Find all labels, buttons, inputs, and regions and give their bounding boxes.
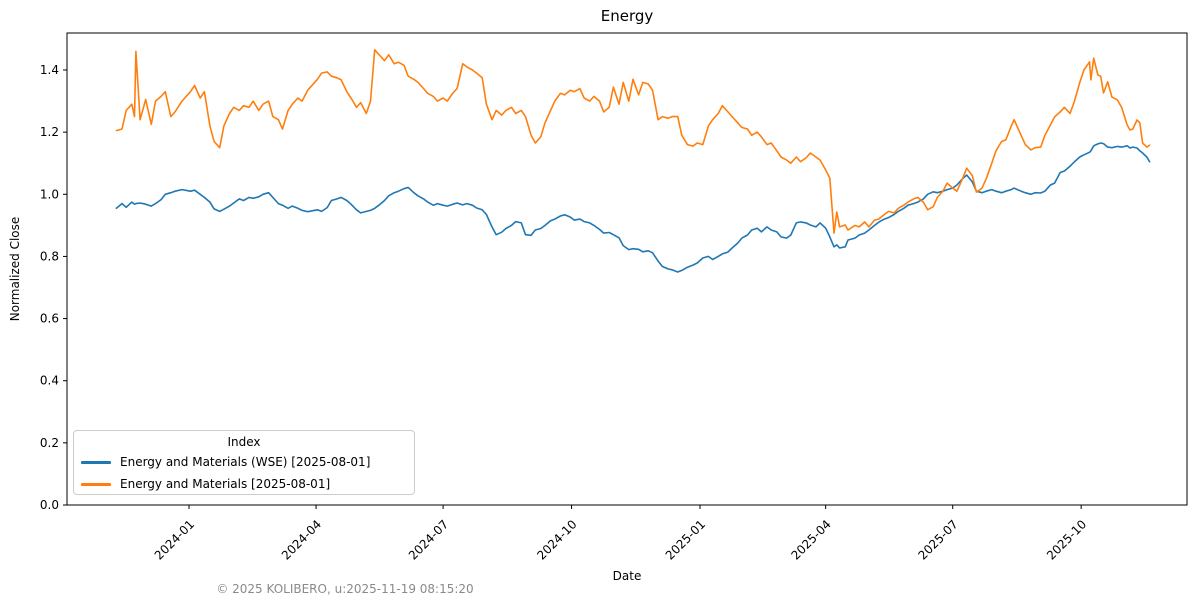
series-line [115,49,1151,234]
x-tick-label: 2024-01 [152,517,197,562]
y-tick-label: 0.8 [40,249,59,263]
x-tick-label: 2024-04 [279,517,324,562]
x-tick-label: 2025-01 [663,517,708,562]
legend-label-global: Energy and Materials [2025-08-01] [120,477,331,491]
legend-line-sample-orange [81,482,111,486]
series-line [115,142,1151,273]
x-tick-label: 2025-07 [915,517,960,562]
x-tick-label: 2025-10 [1044,517,1089,562]
y-tick-label: 0.0 [40,498,59,512]
legend-label-wse: Energy and Materials (WSE) [2025-08-01] [120,455,371,469]
y-axis-label: Normalized Close [8,216,22,322]
y-tick-label: 0.6 [40,312,59,326]
legend-item-global: Energy and Materials [2025-08-01] [74,473,414,495]
y-tick-label: 1.0 [40,187,59,201]
x-tick-label: 2025-04 [788,517,833,562]
y-tick-label: 1.2 [40,125,59,139]
y-tick-label: 0.2 [40,436,59,450]
plot-border [66,32,1188,506]
legend-item-wse: Energy and Materials (WSE) [2025-08-01] [74,451,414,473]
page-title: Energy [600,7,654,25]
legend-title: Index [227,435,261,449]
legend: Index Energy and Materials (WSE) [2025-0… [73,430,415,495]
y-tick-label: 0.4 [40,374,59,388]
x-tick-label: 2024-10 [534,517,579,562]
y-tick-label: 1.4 [40,63,59,77]
legend-line-sample-blue [81,460,111,464]
x-tick-label: 2024-07 [406,517,451,562]
x-axis-label: Date [612,569,642,583]
copyright-footer: © 2025 KOLIBERO, u:2025-11-19 08:15:20 [216,582,474,596]
